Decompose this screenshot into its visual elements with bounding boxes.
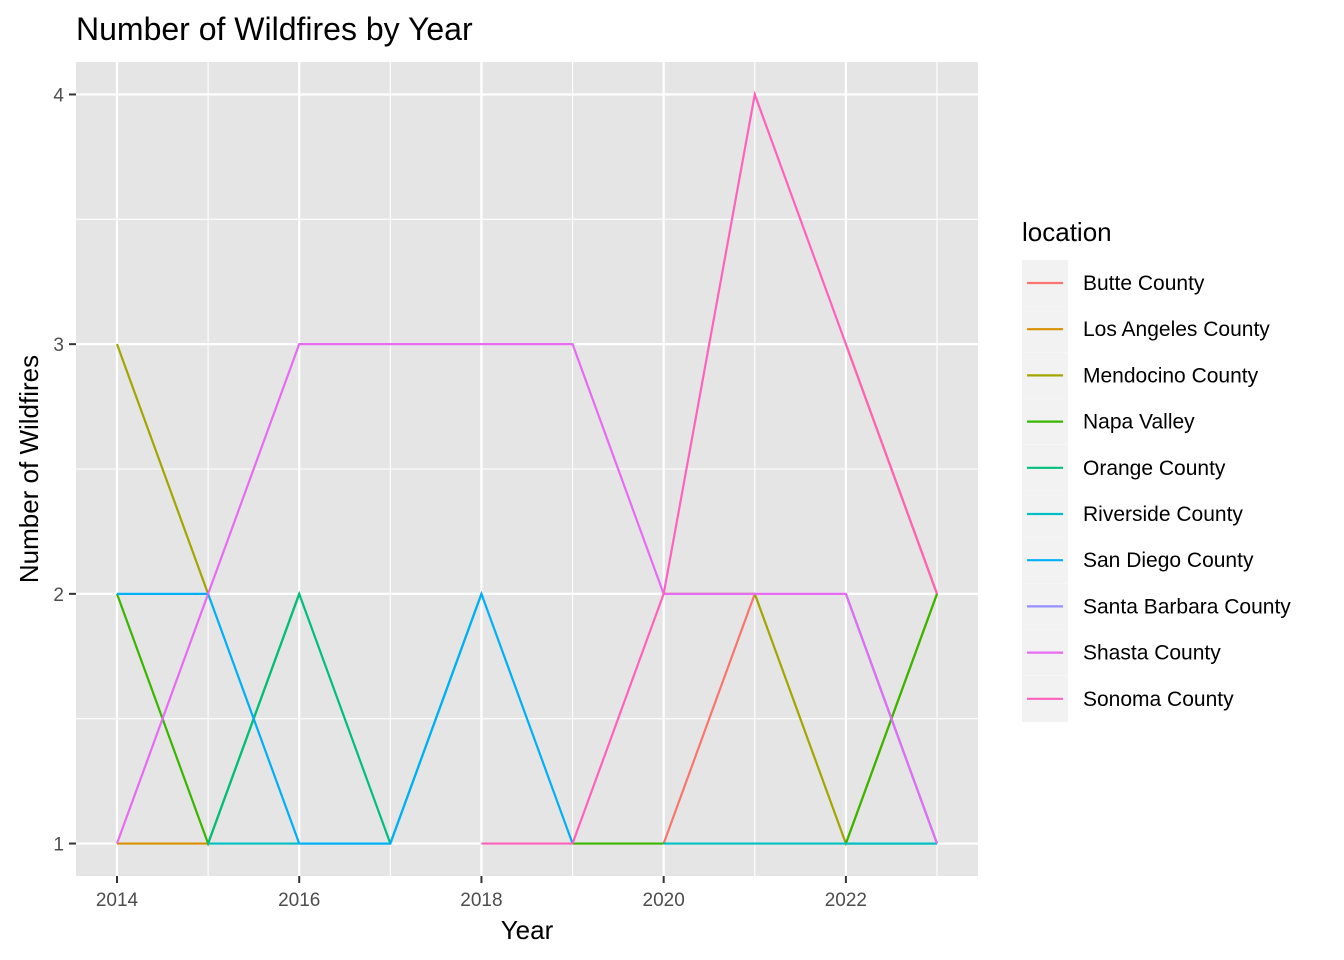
y-tick-label: 1 [53,835,64,856]
y-tick-label: 3 [53,335,64,356]
x-tick-label: 2018 [460,890,502,911]
legend-label: Orange County [1083,457,1226,480]
legend-label: Santa Barbara County [1083,595,1291,618]
legend-label: San Diego County [1083,549,1254,572]
legend-title: location [1022,217,1112,247]
legend-label: Los Angeles County [1083,318,1270,341]
legend: location Butte County Los Angeles County M… [1022,217,1291,722]
legend-items: Butte County Los Angeles County Mendocino … [1022,260,1291,722]
legend-label: Mendocino County [1083,364,1259,387]
series-lines [115,90,939,847]
minor-gridlines [76,62,978,876]
series-line-sonoma-county [481,90,939,845]
legend-label: Shasta County [1083,642,1221,665]
chart-title: Number of Wildfires by Year [76,11,473,47]
x-tick-label: 2020 [643,890,685,911]
series-line-shasta-county [115,343,939,844]
legend-label: Riverside County [1083,503,1243,526]
y-axis-title: Number of Wildfires [14,355,44,583]
legend-label: Sonoma County [1083,688,1234,711]
x-tick-label: 2022 [825,890,867,911]
legend-label: Butte County [1083,272,1205,295]
y-tick-label: 4 [53,85,64,106]
x-axis-title: Year [501,915,554,945]
x-tick-label: 2016 [278,890,320,911]
series-line-butte-county [662,593,756,844]
axis-ticks [69,93,847,883]
tick-labels: 2014 2016 2018 2020 2022 1 2 3 4 [53,85,867,911]
legend-label: Napa Valley [1083,411,1195,434]
x-tick-label: 2014 [96,890,139,911]
y-tick-label: 2 [53,585,64,606]
